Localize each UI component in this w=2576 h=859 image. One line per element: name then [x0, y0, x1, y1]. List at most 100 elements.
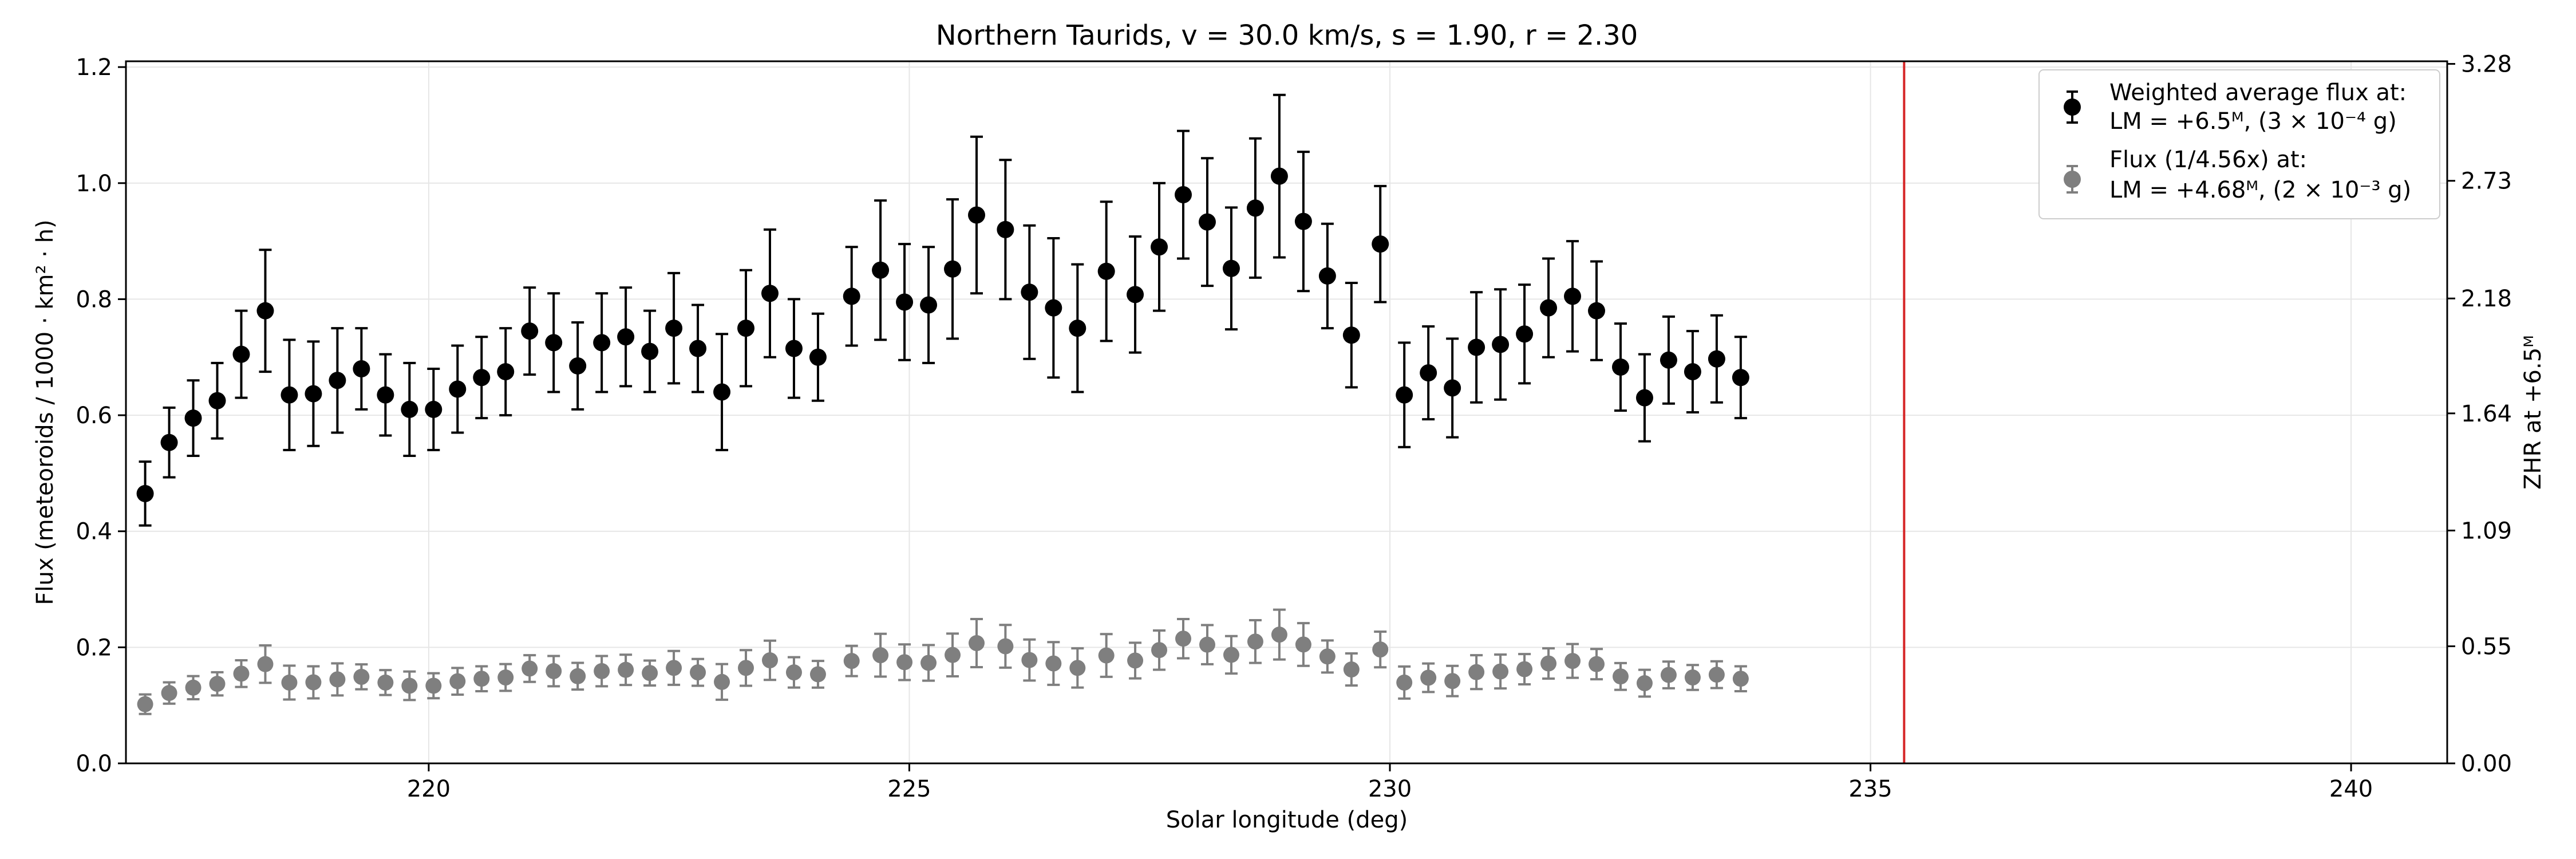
weighted-flux-point	[1372, 184, 1389, 304]
weighted-flux-point	[737, 269, 755, 388]
legend-marker-scaled	[2064, 165, 2081, 194]
weighted-flux-point	[401, 361, 418, 457]
plot-frame	[125, 60, 2448, 765]
scaled-flux-point	[945, 632, 961, 678]
weighted-flux-point	[785, 298, 803, 399]
weighted-flux-point	[1492, 288, 1510, 401]
weighted-flux-point	[896, 243, 914, 361]
weighted-flux-point	[353, 327, 370, 411]
x-tick-label: 220	[407, 776, 451, 802]
scaled-flux-point	[714, 663, 730, 701]
weighted-flux-point	[1069, 263, 1086, 393]
weighted-flux-point	[497, 327, 515, 417]
y-tick-label: 0.2	[76, 635, 112, 661]
legend-label-weighted: Weighted average flux at:	[2109, 80, 2407, 106]
marks-layer	[136, 61, 1906, 763]
y-tick-label: 0.8	[76, 286, 112, 313]
weighted-flux-point	[1198, 157, 1216, 287]
scaled-flux-point	[1468, 654, 1485, 691]
weighted-flux-point	[809, 312, 827, 402]
weighted-flux-point	[1564, 240, 1582, 353]
weighted-flux-point	[843, 246, 860, 347]
scaled-flux-point	[570, 661, 586, 691]
weighted-flux-point	[1660, 315, 1677, 405]
weighted-flux-point	[256, 249, 274, 373]
weighted-flux-point	[1222, 206, 1240, 331]
scaled-flux-point	[185, 675, 202, 701]
weighted-flux-point	[425, 368, 442, 451]
legend-label-scaled: Flux (1/4.56x) at:	[2109, 147, 2307, 173]
weighted-flux-point	[1516, 283, 1534, 385]
weighted-flux-point	[1468, 291, 1485, 404]
scaled-flux-point	[666, 649, 682, 686]
scaled-flux-point	[1589, 648, 1605, 681]
weighted-flux-point	[920, 246, 938, 364]
weighted-flux-point	[1540, 257, 1558, 358]
weighted-flux-point	[473, 336, 491, 420]
weighted-flux-point	[1342, 282, 1360, 389]
weighted-flux-point	[617, 286, 635, 388]
scaled-flux-point	[618, 653, 634, 687]
scaled-flux-point	[1732, 665, 1749, 693]
scaled-flux-point	[738, 649, 754, 687]
scaled-flux-point	[1444, 664, 1461, 698]
scaled-flux-point	[1708, 660, 1725, 689]
weighted-flux-point	[184, 379, 202, 457]
scaled-flux-point	[809, 660, 826, 689]
weighted-flux-point	[1021, 224, 1038, 360]
weighted-flux-point	[1174, 129, 1192, 260]
weighted-flux-point	[208, 361, 226, 440]
scaled-flux-point	[161, 681, 177, 705]
scaled-flux-point	[1247, 619, 1263, 664]
scaled-flux-point	[1021, 638, 1038, 682]
scaled-flux-point	[473, 665, 490, 693]
y2-tick-label: 0.00	[2461, 751, 2512, 777]
scaled-flux-point	[1420, 662, 1437, 693]
scaled-flux-point	[305, 665, 322, 700]
weighted-flux-point	[305, 340, 322, 447]
weighted-flux-point	[1611, 322, 1629, 412]
weighted-flux-point	[1127, 235, 1144, 354]
weighted-flux-point	[944, 198, 962, 340]
scaled-flux-point	[896, 643, 913, 681]
scaled-flux-point	[1271, 608, 1287, 661]
scaled-flux-point	[546, 655, 562, 688]
scaled-flux-point	[1564, 643, 1581, 679]
weighted-flux-point	[1396, 341, 1413, 448]
weighted-flux-point	[1318, 222, 1336, 330]
legend-box	[2038, 69, 2440, 219]
scaled-flux-point	[497, 663, 514, 692]
scaled-flux-point	[1684, 664, 1701, 691]
scaled-flux-point	[1069, 647, 1086, 689]
y-tick-label: 1.2	[76, 54, 112, 81]
weighted-flux-point	[689, 304, 707, 393]
y-tick-label: 0.4	[76, 519, 112, 545]
y-tick-label: 0.6	[76, 403, 112, 429]
weighted-flux-point	[160, 406, 178, 479]
scaled-flux-point	[233, 659, 250, 688]
scaled-flux-point	[1127, 641, 1144, 680]
weighted-flux-point	[872, 199, 890, 341]
weighted-flux-point	[1420, 325, 1437, 421]
scaled-flux-point	[209, 671, 226, 697]
scaled-flux-point	[257, 644, 274, 684]
weighted-flux-point	[232, 309, 250, 399]
scaled-flux-point	[1223, 635, 1239, 675]
weighted-flux-point	[545, 292, 563, 393]
weighted-flux-point	[1151, 182, 1168, 312]
scaled-flux-point	[1343, 652, 1360, 687]
scaled-flux-point	[920, 644, 937, 682]
weighted-flux-point	[377, 353, 394, 437]
x-axis-label: Solar longitude (deg)	[1166, 807, 1408, 833]
scaled-flux-point	[785, 656, 802, 689]
chart-title: Northern Taurids, v = 30.0 km/s, s = 1.9…	[936, 19, 1638, 52]
scaled-flux-point	[1098, 633, 1115, 678]
y2-tick-label: 1.64	[2461, 401, 2512, 427]
weighted-flux-point	[1444, 337, 1461, 439]
x-tick-label: 225	[887, 776, 931, 802]
scaled-flux-point	[872, 632, 889, 678]
weighted-flux-point	[1588, 260, 1606, 361]
scaled-flux-point	[425, 672, 442, 700]
scaled-flux-point	[968, 618, 985, 669]
